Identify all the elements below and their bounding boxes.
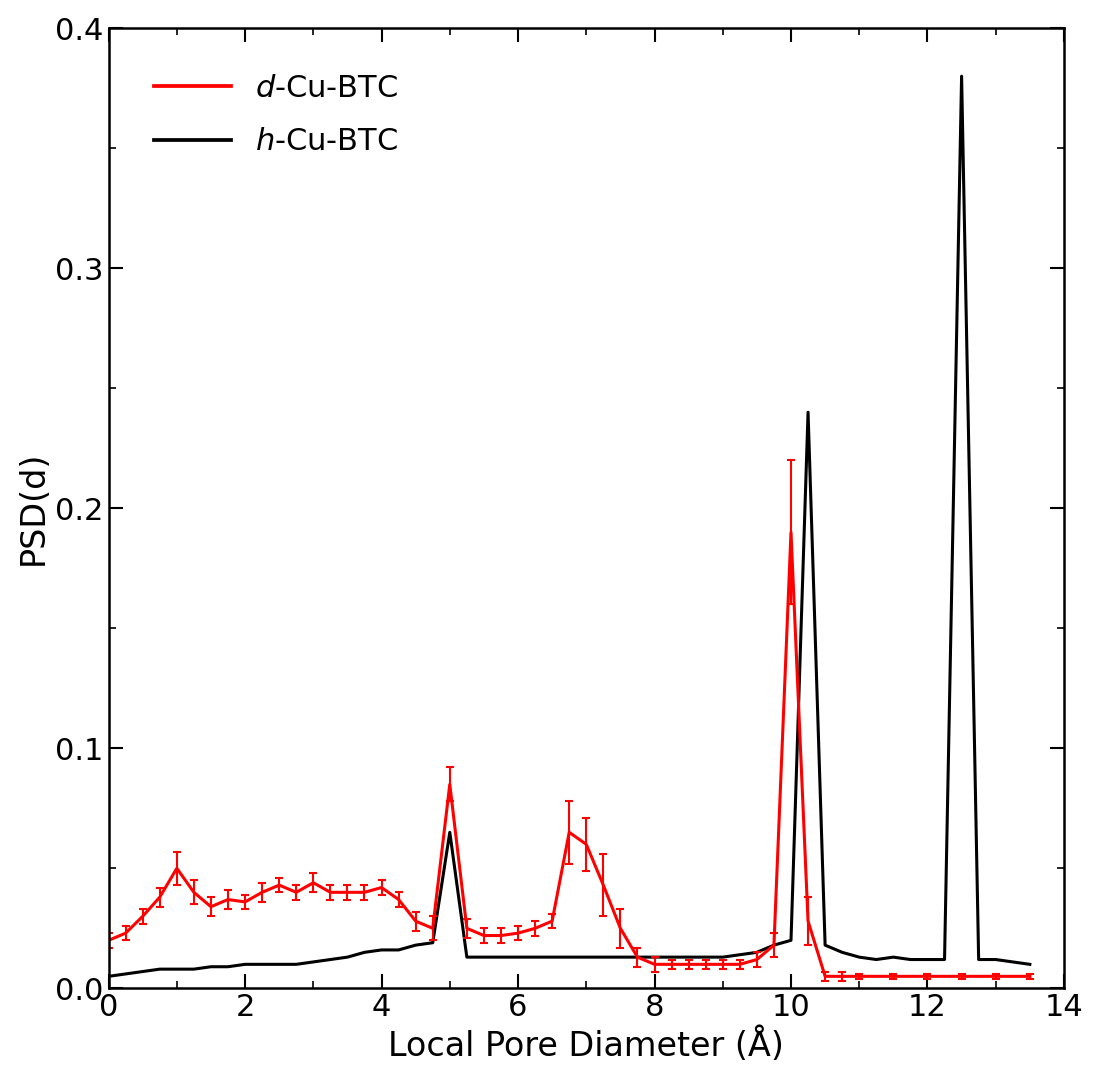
- $\it{h}$-Cu-BTC: [255, 958, 268, 971]
- $\it{h}$-Cu-BTC: [596, 950, 609, 963]
- $\it{h}$-Cu-BTC: [102, 970, 116, 983]
- Legend: $\it{d}$-Cu-BTC, $\it{h}$-Cu-BTC: $\it{d}$-Cu-BTC, $\it{h}$-Cu-BTC: [124, 43, 429, 187]
- Line: $\it{h}$-Cu-BTC: $\it{h}$-Cu-BTC: [109, 77, 1030, 976]
- Y-axis label: PSD(d): PSD(d): [16, 451, 50, 566]
- $\it{h}$-Cu-BTC: [648, 950, 661, 963]
- $\it{h}$-Cu-BTC: [955, 70, 968, 83]
- $\it{h}$-Cu-BTC: [631, 950, 645, 963]
- $\it{h}$-Cu-BTC: [443, 826, 456, 839]
- X-axis label: Local Pore Diameter (Å): Local Pore Diameter (Å): [388, 1028, 784, 1064]
- $\it{h}$-Cu-BTC: [1023, 958, 1036, 971]
- $\it{h}$-Cu-BTC: [716, 950, 729, 963]
